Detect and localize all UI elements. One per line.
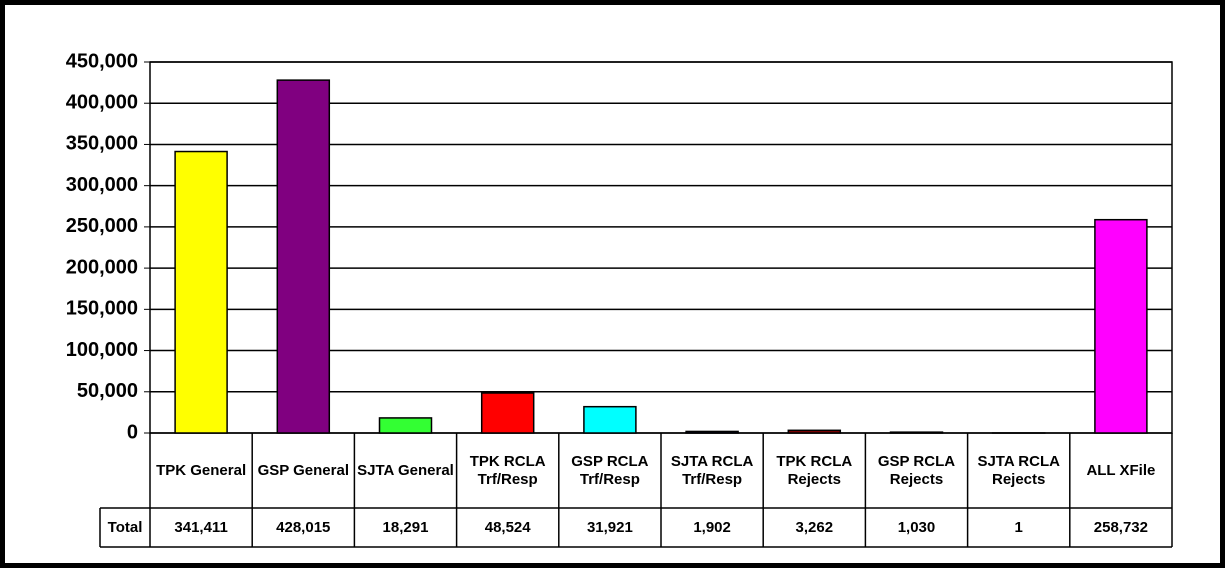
table-value: 341,411 — [174, 518, 228, 536]
y-tick-label: 0 — [127, 421, 138, 443]
category-label: TPK General — [156, 461, 247, 479]
category-label: GSP RCLA Rejects — [877, 452, 956, 488]
bar — [583, 405, 637, 434]
bar — [685, 430, 739, 434]
legend-entry: Total — [107, 518, 143, 536]
table-value: 31,921 — [586, 518, 633, 536]
bar — [1094, 218, 1148, 434]
category-label: SJTA RCLA Rejects — [977, 452, 1060, 488]
y-tick-label: 250,000 — [66, 215, 138, 237]
table-value: 1,030 — [897, 518, 936, 536]
bar — [480, 392, 535, 434]
table-value: 18,291 — [382, 518, 429, 536]
category-label: TPK RCLA Rejects — [776, 452, 853, 488]
y-tick-label: 400,000 — [66, 92, 138, 114]
category-label: GSP RCLA Trf/Resp — [571, 452, 649, 488]
category-label: TPK RCLA Trf/Resp — [469, 452, 546, 488]
table-value: 428,015 — [276, 518, 331, 536]
table-value: 1 — [1014, 518, 1023, 536]
bar — [889, 431, 944, 434]
table-value: 258,732 — [1093, 518, 1148, 536]
y-tick-label: 300,000 — [66, 174, 138, 196]
category-label: SJTA General — [357, 461, 454, 479]
table-value: 1,902 — [693, 518, 731, 536]
bar — [174, 150, 228, 434]
category-label: GSP General — [257, 461, 349, 479]
y-tick-label: 450,000 — [66, 50, 138, 72]
table-value: 48,524 — [484, 518, 531, 536]
category-label: SJTA RCLA Trf/Resp — [670, 452, 754, 488]
bar — [787, 429, 842, 434]
y-tick-label: 150,000 — [66, 298, 138, 320]
table-value: 3,262 — [795, 518, 834, 536]
category-label: ALL XFile — [1086, 461, 1156, 479]
y-tick-label: 200,000 — [66, 256, 138, 278]
y-tick-label: 350,000 — [66, 133, 138, 155]
bar — [378, 417, 433, 434]
y-tick-label: 100,000 — [66, 339, 138, 361]
bar — [276, 79, 331, 434]
y-tick-label: 50,000 — [77, 380, 138, 402]
